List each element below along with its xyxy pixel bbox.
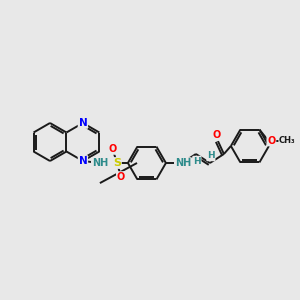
Text: S: S [113,158,121,168]
Text: N: N [79,156,87,166]
Text: H: H [193,157,201,166]
Text: CH₃: CH₃ [279,136,296,145]
Text: NH: NH [92,158,108,168]
Text: O: O [117,172,125,182]
Text: O: O [213,130,221,140]
Text: O: O [267,136,275,146]
Text: O: O [109,144,117,154]
Text: NH: NH [175,158,191,168]
Text: N: N [79,118,87,128]
Text: H: H [207,152,215,160]
